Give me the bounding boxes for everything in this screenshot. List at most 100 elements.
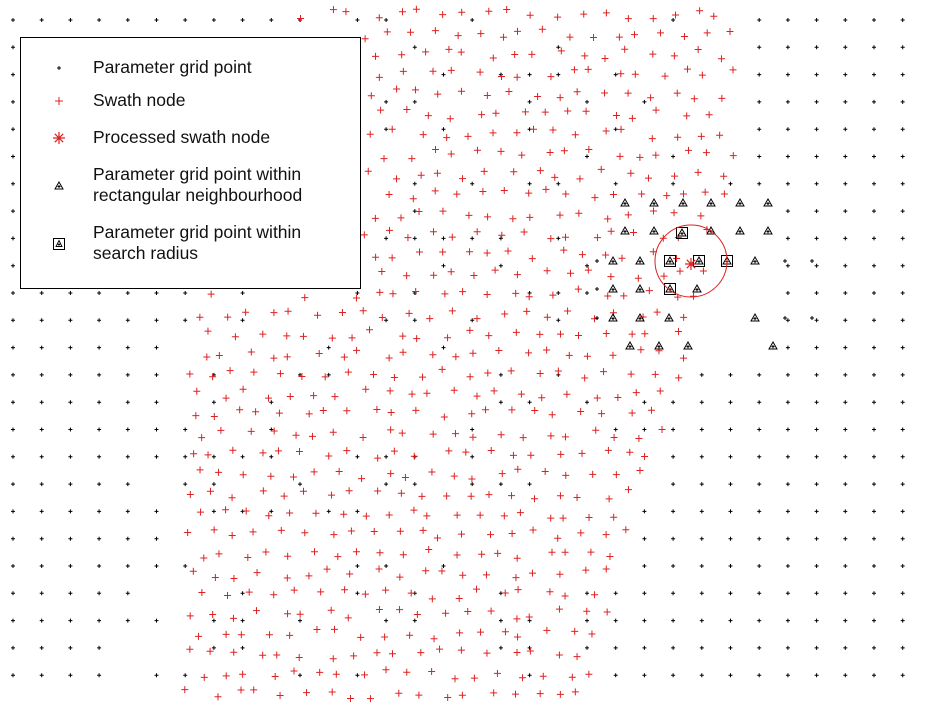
swath-node bbox=[338, 309, 346, 317]
grid-point bbox=[872, 482, 876, 487]
legend-label-line: Parameter grid point within bbox=[93, 222, 302, 242]
swath-node bbox=[525, 293, 533, 301]
grid-point bbox=[900, 536, 905, 541]
swath-node bbox=[443, 492, 451, 500]
grid-point bbox=[785, 181, 790, 186]
grid-point bbox=[872, 345, 876, 350]
legend-label-processed-node: Processed swath node bbox=[93, 127, 270, 148]
rect-neighbourhood-marker bbox=[706, 197, 716, 207]
swath-node bbox=[387, 426, 395, 434]
swath-node bbox=[186, 645, 194, 653]
swath-node bbox=[464, 607, 472, 615]
grid-point bbox=[900, 427, 905, 432]
grid-point bbox=[183, 18, 188, 22]
grid-point bbox=[97, 564, 102, 568]
swath-node bbox=[259, 487, 267, 495]
swath-node bbox=[634, 274, 642, 282]
swath-node bbox=[430, 228, 438, 236]
grid-point bbox=[757, 127, 762, 132]
swath-node bbox=[649, 15, 657, 23]
grid-point bbox=[900, 18, 905, 22]
swath-node bbox=[443, 134, 451, 142]
swath-node bbox=[361, 590, 369, 598]
swath-node bbox=[624, 89, 632, 97]
swath-node bbox=[366, 695, 374, 703]
swath-node bbox=[726, 27, 734, 35]
grid-point bbox=[68, 427, 73, 432]
swath-node bbox=[655, 347, 663, 355]
swath-node bbox=[672, 11, 680, 19]
grid-point bbox=[154, 318, 159, 323]
grid-point bbox=[11, 72, 15, 77]
grid-point bbox=[900, 591, 905, 596]
swath-node bbox=[262, 548, 270, 556]
swath-node bbox=[228, 531, 236, 539]
swath-node bbox=[690, 95, 698, 103]
swath-node bbox=[561, 592, 569, 600]
grid-point bbox=[783, 259, 787, 263]
swath-node bbox=[331, 393, 339, 401]
swath-node bbox=[430, 635, 438, 643]
swath-node bbox=[361, 671, 369, 679]
swath-node bbox=[577, 407, 585, 415]
swath-node bbox=[615, 33, 623, 41]
grid-point bbox=[843, 18, 848, 22]
grid-point bbox=[613, 618, 618, 623]
swath-node bbox=[583, 352, 591, 360]
grid-point bbox=[843, 263, 848, 268]
grid-point bbox=[728, 372, 733, 377]
swath-node bbox=[622, 526, 630, 534]
grid-point bbox=[728, 591, 733, 596]
grid-point bbox=[68, 673, 73, 678]
rect-neighbourhood-marker bbox=[625, 340, 635, 350]
grid-point bbox=[585, 400, 589, 405]
swath-node bbox=[239, 670, 247, 678]
swath-node bbox=[328, 688, 336, 696]
swath-node bbox=[284, 307, 292, 315]
grid-point bbox=[527, 99, 532, 104]
swath-node bbox=[674, 133, 682, 141]
grid-point bbox=[814, 318, 819, 323]
swath-node bbox=[457, 48, 465, 56]
swath-node bbox=[352, 294, 360, 302]
grid-point bbox=[39, 345, 44, 350]
swath-node bbox=[501, 310, 509, 318]
search-radius-marker bbox=[693, 255, 705, 267]
grid-point bbox=[785, 454, 790, 459]
grid-point bbox=[125, 454, 130, 459]
grid-point bbox=[326, 372, 331, 377]
grid-point bbox=[900, 318, 905, 323]
grid-point bbox=[728, 181, 733, 186]
swath-node bbox=[607, 227, 615, 235]
grid-point bbox=[671, 536, 676, 541]
swath-node bbox=[431, 27, 439, 35]
grid-point bbox=[843, 536, 848, 541]
grid-point bbox=[154, 564, 159, 568]
swath-node bbox=[311, 548, 318, 556]
swath-node bbox=[483, 249, 491, 257]
swath-node bbox=[329, 6, 337, 14]
swath-node bbox=[547, 235, 555, 243]
swath-node bbox=[483, 290, 491, 298]
grid-point bbox=[699, 673, 704, 678]
swath-node bbox=[556, 570, 564, 578]
swath-node bbox=[676, 267, 684, 275]
grid-point bbox=[39, 645, 44, 650]
rect-neighbourhood-marker bbox=[768, 340, 778, 350]
grid-point bbox=[355, 454, 360, 459]
swath-node bbox=[536, 370, 544, 378]
swath-node bbox=[593, 394, 601, 402]
swath-node bbox=[447, 66, 455, 74]
swath-node bbox=[411, 86, 419, 94]
grid-point bbox=[671, 400, 676, 405]
grid-point bbox=[412, 99, 417, 104]
swath-node bbox=[237, 686, 245, 694]
swath-node bbox=[512, 328, 520, 336]
swath-node bbox=[303, 689, 311, 697]
grid-point bbox=[97, 318, 102, 323]
swath-node bbox=[556, 690, 564, 698]
swath-node bbox=[347, 527, 355, 535]
grid-point bbox=[900, 236, 905, 241]
grid-point bbox=[11, 454, 15, 459]
grid-point bbox=[814, 618, 819, 623]
